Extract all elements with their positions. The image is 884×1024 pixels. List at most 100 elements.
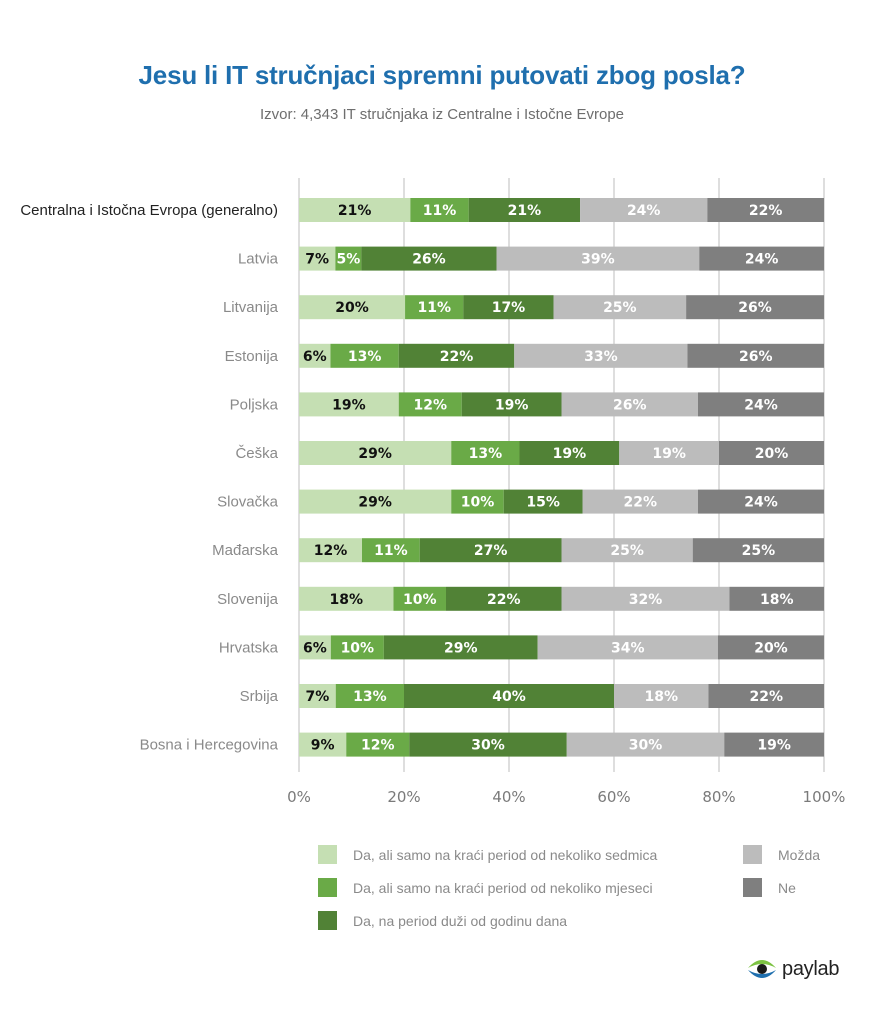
bar-segment-group: 26% (686, 295, 824, 320)
bar-segment-group: 18% (299, 586, 394, 611)
data-label: 6% (303, 640, 327, 656)
bar-segment-group: 24% (698, 392, 824, 417)
bar-segment-group: 34% (537, 635, 718, 660)
bar-segment (299, 732, 347, 757)
legend-item: Da, ali samo na kraći period od nekoliko… (318, 838, 657, 871)
bar-segment-group: 10% (330, 635, 384, 660)
bar-segment (580, 198, 708, 222)
data-label: 18% (644, 689, 678, 705)
data-label: 29% (358, 446, 392, 462)
bar-segment (451, 489, 504, 514)
bar-segment-group: 22% (707, 198, 824, 222)
data-label: 24% (627, 203, 661, 219)
bar-segment (561, 586, 730, 611)
bar-segment-group: 30% (409, 732, 567, 757)
data-label: 13% (353, 689, 387, 705)
data-label: 21% (508, 203, 542, 219)
bar-segment-group: 19% (724, 732, 824, 757)
paylab-logo: paylab (746, 954, 839, 984)
data-label: 7% (305, 689, 329, 705)
bar-segment (299, 586, 394, 611)
bar-segment (393, 586, 446, 611)
bar-segment (451, 441, 520, 465)
bar-segment (410, 198, 469, 222)
bar-segment-group: 22% (708, 684, 824, 708)
data-label: 11% (423, 203, 457, 219)
bar-segment (686, 295, 824, 320)
bar-segment (405, 295, 464, 320)
bar-segment (299, 246, 336, 271)
bar-segment-group: 20% (719, 441, 824, 465)
data-label: 19% (332, 397, 366, 413)
bar-segment-group: 5% (335, 246, 362, 271)
bar-segment (561, 538, 693, 563)
bar-segment-group: 29% (299, 441, 452, 465)
data-label: 11% (417, 300, 451, 316)
bar-segment (299, 392, 399, 417)
bar-segment (708, 684, 824, 708)
bar-segment-group: 39% (496, 246, 700, 271)
bar-segment (463, 295, 554, 320)
bar-segment (619, 441, 719, 465)
bar-segment-group: 22% (398, 343, 515, 368)
data-label: 32% (629, 592, 663, 608)
bar-segment (299, 684, 336, 708)
bar-segment (687, 343, 824, 368)
bar-segment-group: 11% (405, 295, 464, 320)
bar-segment (398, 343, 515, 368)
data-label: 21% (338, 203, 372, 219)
data-label: 30% (629, 738, 663, 754)
category-label: Hrvatska (219, 639, 279, 656)
data-label: 25% (610, 543, 644, 559)
bar-segment (503, 489, 583, 514)
x-axis-ticks: 0% 20% 40% 60% 80% 100% (287, 788, 845, 806)
bar-segment-group: 19% (519, 441, 620, 465)
bar-segment (553, 295, 687, 320)
bar-segment (398, 392, 462, 417)
chart-title: Jesu li IT stručnjaci spremni putovati z… (138, 60, 746, 90)
data-label: 22% (487, 592, 521, 608)
bar-segment (461, 392, 562, 417)
bar-segment (698, 392, 824, 417)
bar-segment-group: 40% (404, 684, 614, 708)
bar-segment (582, 489, 698, 514)
bar-segment-group: 24% (699, 246, 824, 271)
data-label: 24% (744, 397, 778, 413)
data-label: 40% (492, 689, 526, 705)
category-label: Srbija (240, 688, 279, 705)
bar-segment-group: 22% (446, 586, 562, 611)
data-label: 18% (760, 592, 794, 608)
bar-segment-group: 21% (299, 198, 411, 222)
bar-segment-group: 11% (410, 198, 469, 222)
bar-segment-group: 12% (346, 732, 410, 757)
data-label: 22% (623, 495, 657, 511)
bar-segment-group: 32% (561, 586, 730, 611)
bar-segment (729, 586, 824, 611)
data-label: 10% (461, 495, 495, 511)
data-label: 22% (440, 349, 474, 365)
bar-segment-group: 13% (330, 343, 399, 368)
data-label: 25% (603, 300, 637, 316)
bar-segment (404, 684, 614, 708)
data-label: 5% (336, 252, 360, 268)
category-label: Češka (235, 445, 278, 462)
bar-segment (698, 489, 824, 514)
legend-item: Da, ali samo na kraći period od nekoliko… (318, 871, 657, 904)
data-label: 20% (335, 300, 369, 316)
category-label: Slovenija (217, 591, 279, 608)
bar-segment-group: 13% (335, 684, 404, 708)
bar-segment (361, 246, 497, 271)
bar-segment (519, 441, 620, 465)
legend-right: Možda Ne (743, 838, 820, 904)
legend-item: Ne (743, 871, 820, 904)
bar-segment-group: 17% (463, 295, 554, 320)
chart-subtitle: Izvor: 4,343 IT stručnjaka iz Centralne … (259, 106, 625, 123)
data-label: 26% (738, 300, 772, 316)
bar-segment-group: 10% (451, 489, 504, 514)
bar-segment-group: 7% (299, 246, 336, 271)
data-label: 29% (358, 495, 392, 511)
bar-segment (409, 732, 567, 757)
data-label: 33% (584, 349, 618, 365)
legend-swatch (318, 878, 337, 897)
bar-segment (561, 392, 698, 417)
